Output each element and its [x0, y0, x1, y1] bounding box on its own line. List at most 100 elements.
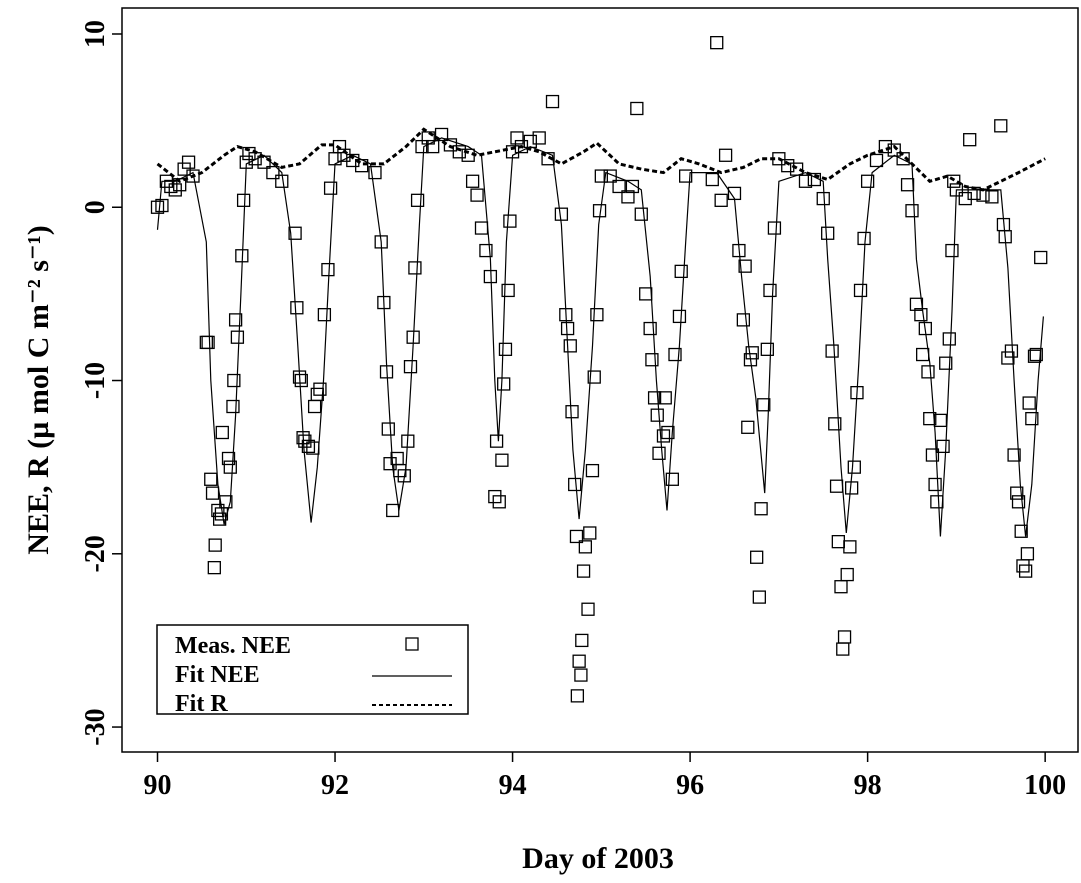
data-point: [560, 321, 575, 336]
data-point: [930, 495, 944, 509]
data-point: [569, 529, 584, 544]
data-point: [368, 165, 382, 180]
data-point: [843, 540, 857, 554]
data-point: [757, 398, 771, 412]
data-point: [266, 165, 280, 180]
data-point: [386, 503, 400, 518]
data-point: [215, 425, 229, 440]
x-tick-label: 100: [1024, 770, 1066, 801]
x-axis-label: Day of 2003: [522, 842, 674, 875]
data-point: [323, 181, 338, 195]
data-point: [947, 174, 961, 188]
data-point: [916, 347, 930, 362]
data-point: [836, 642, 850, 656]
data-point: [288, 226, 302, 240]
data-point: [227, 373, 241, 388]
data-point: [643, 321, 657, 336]
data-point: [816, 191, 830, 206]
data-point: [985, 190, 999, 204]
data-point: [313, 382, 327, 396]
data-point: [290, 301, 304, 315]
data-point: [408, 261, 422, 275]
data-point: [397, 469, 411, 483]
data-point: [1001, 351, 1015, 365]
data-point: [844, 481, 859, 495]
data-point: [498, 342, 513, 356]
data-point: [434, 127, 449, 142]
data-point: [936, 439, 950, 454]
data-point: [767, 221, 782, 235]
data-point: [150, 200, 165, 214]
x-tick-label: 90: [144, 770, 172, 801]
data-point: [328, 152, 342, 166]
data-point: [501, 283, 515, 298]
data-point: [410, 193, 425, 207]
data-point: [479, 243, 493, 258]
data-point: [581, 602, 595, 616]
data-point: [925, 448, 940, 462]
data-point: [656, 429, 671, 443]
data-point: [612, 179, 626, 194]
legend-box: [156, 624, 469, 715]
data-point: [625, 179, 640, 194]
data-point: [831, 535, 845, 549]
data-point: [829, 479, 844, 493]
data-point: [403, 360, 418, 374]
data-point: [236, 193, 251, 207]
data-point: [672, 309, 687, 324]
data-point: [1018, 564, 1033, 578]
y-tick-label: 10: [80, 20, 111, 48]
data-point: [474, 221, 489, 235]
data-point: [205, 486, 220, 500]
data-point: [743, 353, 758, 367]
data-point: [1016, 559, 1030, 573]
data-point: [275, 174, 289, 188]
data-point: [857, 231, 871, 246]
data-point: [825, 344, 839, 358]
data-point: [674, 264, 688, 279]
data-point: [837, 630, 852, 644]
fit-r-line: [156, 127, 1046, 192]
data-point: [847, 460, 861, 474]
data-point: [750, 550, 764, 564]
data-point: [942, 332, 956, 346]
data-point: [665, 472, 679, 486]
data-point: [223, 460, 237, 474]
data-point: [878, 139, 893, 154]
data-point: [321, 262, 335, 277]
data-point: [1010, 486, 1024, 500]
data-point: [495, 453, 509, 467]
y-axis-label: NEE, R (µ mol C m⁻² s⁻¹): [22, 225, 55, 554]
data-point: [668, 347, 682, 362]
data-point: [994, 119, 1008, 133]
data-point: [594, 169, 608, 183]
data-point: [211, 503, 225, 518]
data-point: [705, 172, 719, 187]
data-point: [1025, 411, 1039, 426]
data-point: [503, 214, 517, 228]
data-point: [639, 287, 653, 301]
data-point: [647, 391, 662, 405]
data-point: [710, 36, 724, 50]
x-tick-label: 96: [676, 770, 704, 801]
data-point: [736, 313, 751, 327]
data-point: [585, 463, 600, 478]
data-point: [754, 502, 768, 516]
data-point: [896, 152, 910, 166]
data-point: [207, 560, 221, 575]
data-point: [869, 153, 884, 168]
data-point: [921, 365, 935, 379]
data-point: [181, 155, 196, 169]
data-point: [590, 308, 604, 322]
legend-marker: [405, 637, 419, 651]
data-point: [443, 138, 458, 152]
data-point: [201, 335, 215, 350]
data-point: [928, 477, 942, 492]
data-point: [963, 133, 977, 147]
data-point: [307, 399, 322, 414]
data-point: [1029, 347, 1043, 362]
data-point: [650, 408, 664, 422]
data-point: [492, 495, 506, 509]
data-point: [1004, 344, 1019, 358]
